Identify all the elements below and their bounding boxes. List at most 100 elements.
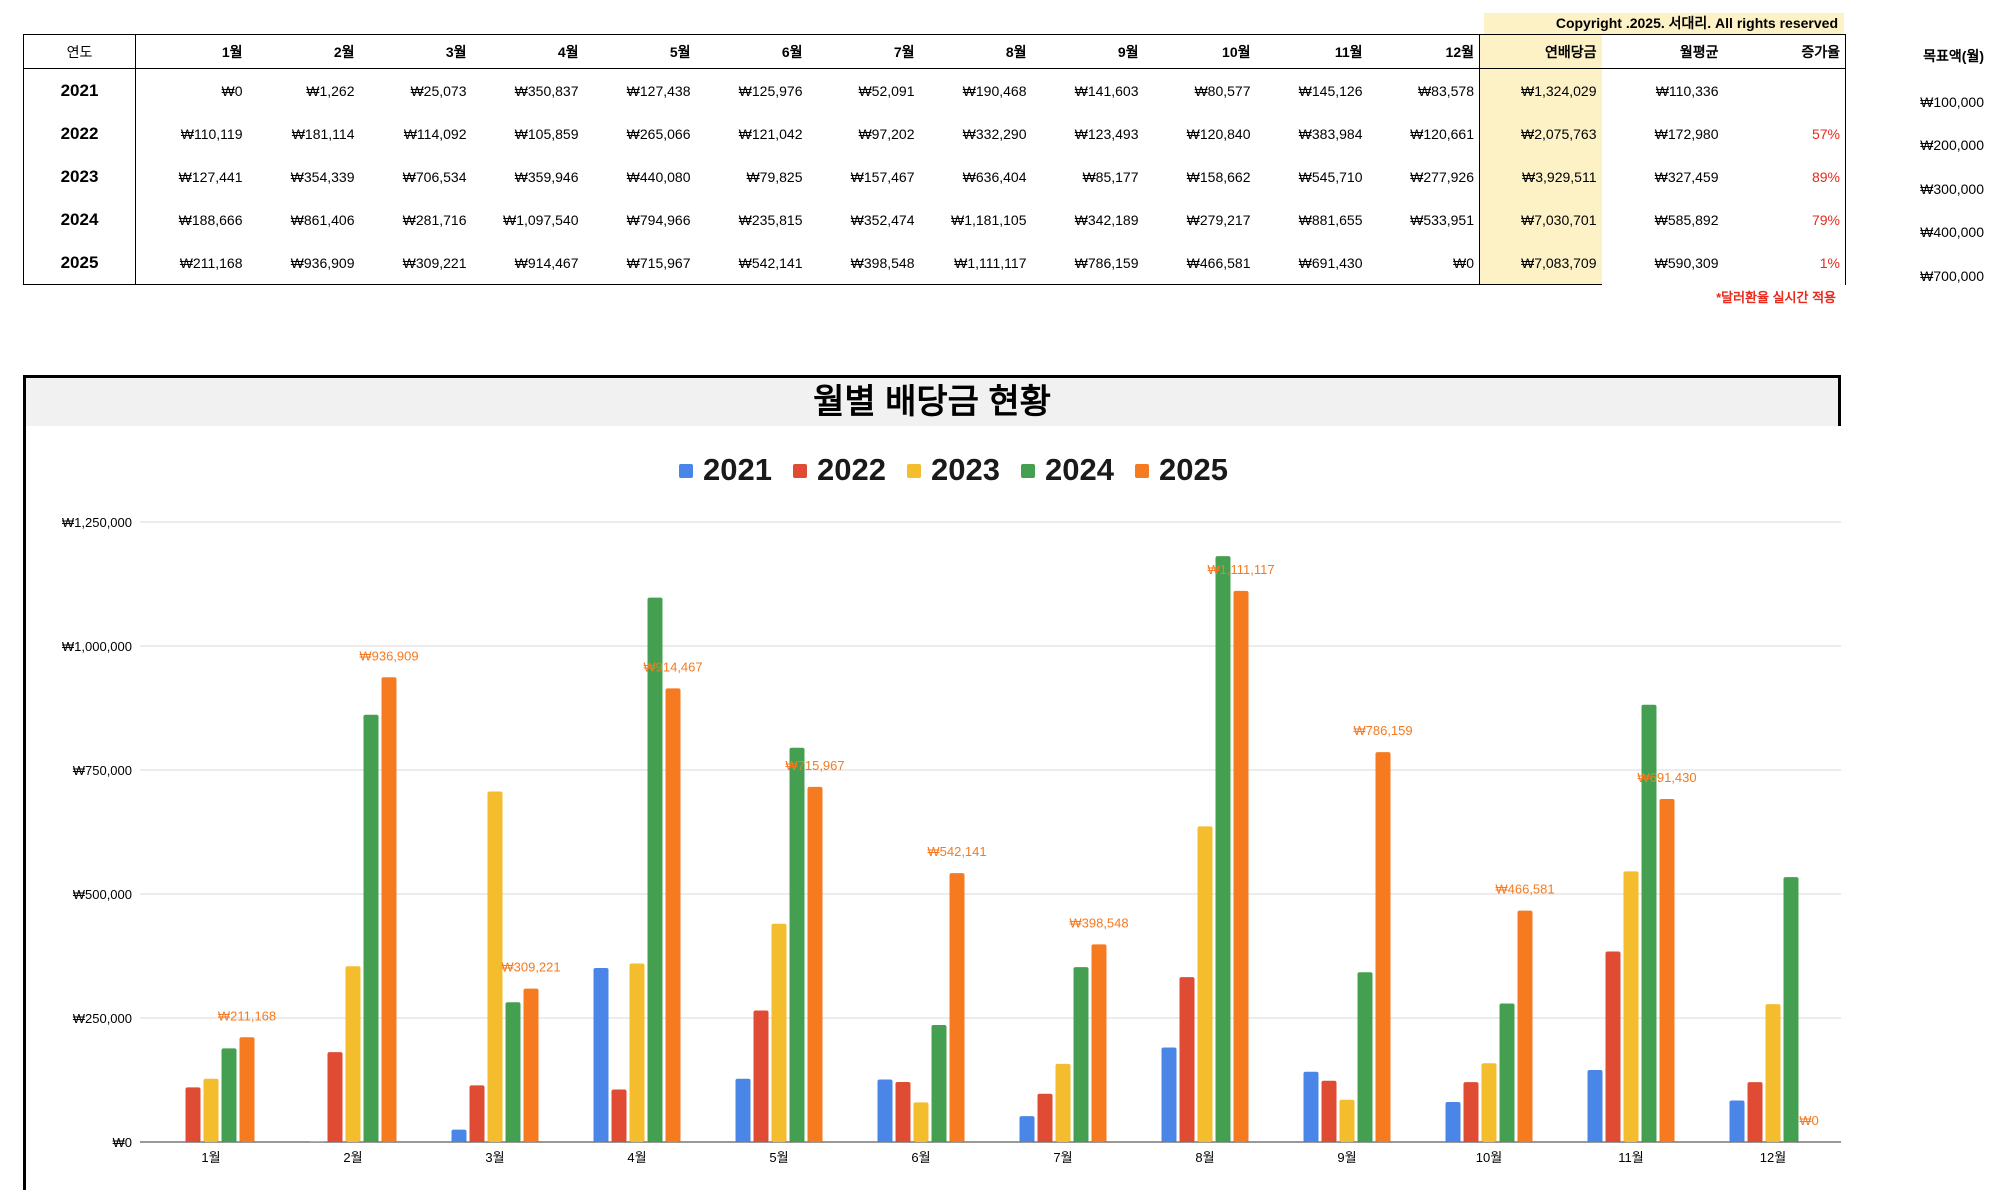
month-value-cell: ₩359,946 — [514, 168, 579, 185]
bar-2022-4월 — [611, 1089, 627, 1142]
bar-2023-7월 — [1055, 1063, 1071, 1142]
month-column-header: 1월 — [135, 34, 248, 69]
data-label: ₩1,111,117 — [1207, 562, 1274, 577]
month-value-cell: ₩542,141 — [695, 241, 808, 285]
goal-value: ₩700,000 — [1920, 268, 1984, 284]
bar-2024-10월 — [1499, 1003, 1515, 1142]
month-value-cell: ₩1,262 — [306, 82, 355, 99]
table-row: 2024 ₩188,666 ₩861,406 ₩281,716 ₩1,097,540 ₩7… — [23, 198, 1846, 241]
month-column-header: 9월 — [1031, 34, 1144, 69]
month-column-header: 10월 — [1143, 34, 1256, 69]
monthly-average-cell: ₩172,980 — [1654, 125, 1719, 142]
legend-label: 2024 — [1045, 452, 1115, 487]
bar-2023-11월 — [1623, 871, 1639, 1142]
x-tick-label: 4월 — [627, 1150, 646, 1165]
data-label: ₩0 — [1799, 1113, 1819, 1128]
table-row: 2023 ₩127,441 ₩354,339 ₩706,534 ₩359,946 ₩440… — [23, 155, 1846, 198]
x-tick-label: 2월 — [343, 1150, 362, 1165]
bar-2024-4월 — [647, 597, 663, 1142]
month-value-cell: ₩636,404 — [962, 168, 1027, 185]
month-value-cell: ₩127,441 — [178, 168, 243, 185]
month-value-cell: ₩80,577 — [1194, 82, 1251, 99]
bar-2025-2월 — [381, 677, 397, 1142]
month-value-cell: ₩158,662 — [1186, 168, 1251, 185]
month-value-cell: ₩145,126 — [1298, 82, 1363, 99]
annual-sum-cell: ₩2,075,763 — [1479, 112, 1602, 155]
x-tick-label: 1월 — [201, 1150, 220, 1165]
bar-2021-6월 — [877, 1079, 893, 1142]
chart-title: 월별 배당금 현황 — [26, 378, 1841, 426]
data-label: ₩715,967 — [785, 758, 844, 773]
exchange-rate-note: *달러환율 실시간 적용 — [1716, 290, 1836, 305]
x-tick-label: 8월 — [1195, 1150, 1214, 1165]
legend-label: 2022 — [817, 452, 886, 487]
bar-2021-5월 — [735, 1078, 751, 1142]
legend-swatch — [1135, 464, 1149, 478]
month-column-header: 6월 — [695, 34, 808, 69]
goal-value: ₩200,000 — [1920, 137, 1984, 153]
month-value-cell: ₩110,119 — [180, 125, 243, 142]
bar-2025-6월 — [949, 873, 965, 1142]
month-value-cell: ₩85,177 — [1082, 168, 1139, 185]
data-label: ₩542,141 — [927, 844, 986, 859]
copyright-banner: Copyright .2025. 서대리. All rights reserve… — [1484, 13, 1844, 34]
y-tick-label: ₩0 — [113, 1135, 133, 1150]
month-column-header: 8월 — [919, 34, 1032, 69]
bar-2022-8월 — [1179, 977, 1195, 1142]
month-value-cell: ₩914,467 — [471, 241, 584, 285]
legend-label: 2025 — [1159, 452, 1228, 487]
bar-2024-5월 — [789, 747, 805, 1142]
bar-2022-10월 — [1463, 1082, 1479, 1142]
x-tick-label: 11월 — [1618, 1150, 1643, 1165]
y-tick-label: ₩500,000 — [73, 887, 132, 902]
x-tick-label: 7월 — [1053, 1150, 1072, 1165]
bar-2023-2월 — [345, 966, 361, 1142]
month-value-cell: ₩235,815 — [738, 211, 803, 228]
month-value-cell: ₩127,438 — [626, 82, 691, 99]
monthly-average-cell: ₩585,892 — [1654, 211, 1719, 228]
month-value-cell: ₩309,221 — [359, 241, 472, 285]
y-tick-label: ₩1,000,000 — [62, 639, 132, 654]
month-value-cell: ₩533,951 — [1410, 211, 1474, 228]
monthly-average-header: 월평균 — [1601, 34, 1724, 69]
bar-2024-12월 — [1783, 877, 1799, 1142]
bar-2023-4월 — [629, 963, 645, 1142]
annual-sum-header: 연배당금 — [1479, 34, 1602, 69]
month-value-cell: ₩440,080 — [626, 168, 691, 185]
data-label: ₩398,548 — [1069, 915, 1128, 930]
month-value-cell: ₩281,716 — [402, 211, 467, 228]
bar-2021-12월 — [1729, 1100, 1745, 1142]
month-value-cell: ₩190,468 — [962, 82, 1027, 99]
month-value-cell: ₩83,578 — [1417, 82, 1474, 99]
legend-label: 2023 — [931, 452, 1000, 487]
table-row: 2022 ₩110,119 ₩181,114 ₩114,092 ₩105,859 ₩265… — [23, 112, 1846, 155]
bar-2024-6월 — [931, 1025, 947, 1142]
increase-rate-header: 증가율 — [1723, 34, 1846, 69]
data-label: ₩309,221 — [501, 960, 560, 975]
month-value-cell: ₩1,097,540 — [503, 211, 579, 228]
bar-2024-7월 — [1073, 967, 1089, 1142]
bar-2022-2월 — [327, 1052, 343, 1142]
bar-2023-1월 — [203, 1078, 219, 1142]
year-column-header: 연도 — [23, 34, 136, 69]
goal-value: ₩400,000 — [1920, 224, 1984, 240]
bar-2021-3월 — [451, 1129, 467, 1142]
month-value-cell: ₩121,042 — [738, 125, 803, 142]
x-tick-label: 6월 — [911, 1150, 930, 1165]
month-value-cell: ₩114,092 — [403, 125, 467, 142]
month-value-cell: ₩354,339 — [290, 168, 355, 185]
month-value-cell: ₩277,926 — [1410, 168, 1474, 185]
month-value-cell: ₩342,189 — [1074, 211, 1139, 228]
month-column-header: 3월 — [359, 34, 472, 69]
month-value-cell: ₩120,661 — [1410, 125, 1474, 142]
month-value-cell: ₩545,710 — [1298, 168, 1363, 185]
increase-rate-cell — [1723, 68, 1846, 112]
goal-value: ₩300,000 — [1920, 181, 1984, 197]
y-tick-label: ₩250,000 — [73, 1011, 132, 1026]
table-row: 2021 ₩0 ₩1,262 ₩25,073 ₩350,837 ₩127,438 ₩125,… — [23, 68, 1846, 112]
bar-2022-3월 — [469, 1085, 485, 1142]
month-value-cell: ₩25,073 — [410, 82, 467, 99]
bar-2021-9월 — [1303, 1071, 1319, 1142]
y-tick-label: ₩1,250,000 — [62, 515, 132, 530]
month-value-cell: ₩936,909 — [247, 241, 360, 285]
